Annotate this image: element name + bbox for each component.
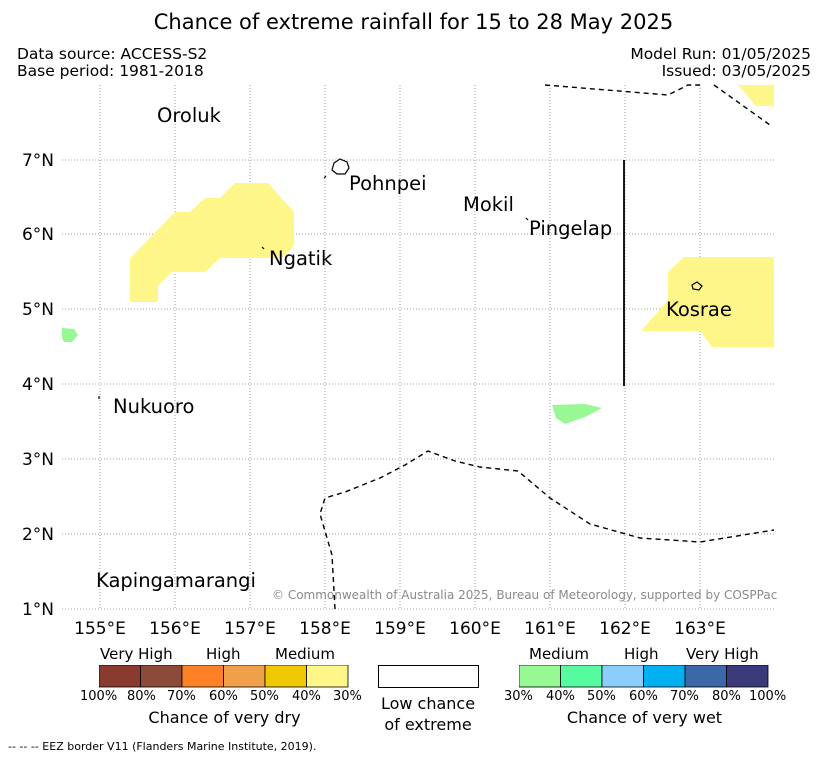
dry-swatch bbox=[140, 665, 183, 688]
lat-tick: 1°N bbox=[22, 600, 54, 620]
dry-swatch bbox=[99, 665, 141, 688]
grid-lines bbox=[62, 85, 774, 610]
low-chance-line1: Low chance bbox=[380, 694, 476, 713]
kosrae-island bbox=[691, 281, 703, 291]
place-kosrae: Kosrae bbox=[666, 298, 732, 321]
place-oroluk: Oroluk bbox=[157, 104, 222, 127]
dry-cat-very-high: Very High bbox=[100, 645, 173, 663]
lat-tick: 6°N bbox=[22, 225, 54, 245]
dry-cat-medium: Medium bbox=[275, 645, 335, 663]
island-outlines bbox=[98, 158, 703, 399]
lon-tick: 157°E bbox=[224, 619, 276, 639]
dry-tick: 70% bbox=[167, 689, 196, 704]
low-chance-swatch bbox=[378, 665, 479, 688]
wet-tick: 30% bbox=[504, 689, 533, 704]
wet-tick: 60% bbox=[629, 689, 658, 704]
wet-colorbar bbox=[519, 665, 769, 688]
wet-swatch bbox=[726, 665, 769, 688]
map-canvas: Oroluk Pohnpei Mokil Pingelap Ngatik Kos… bbox=[22, 84, 775, 639]
lon-tick: 162°E bbox=[599, 619, 651, 639]
lon-tick: 159°E bbox=[374, 619, 426, 639]
place-mokil: Mokil bbox=[463, 193, 514, 216]
data-source: Data source: ACCESS-S2 bbox=[17, 45, 208, 63]
wet-tick: 70% bbox=[670, 689, 699, 704]
lon-tick: 158°E bbox=[299, 619, 351, 639]
lon-tick: 160°E bbox=[449, 619, 501, 639]
dry-medium-regions bbox=[130, 85, 774, 347]
dry-tick: 60% bbox=[209, 689, 238, 704]
wet-swatch bbox=[560, 665, 603, 688]
lat-tick: 5°N bbox=[22, 300, 54, 320]
wet-cat-high: High bbox=[624, 645, 659, 663]
wet-swatch bbox=[643, 665, 686, 688]
wet-cat-medium: Medium bbox=[529, 645, 589, 663]
wet-tick: 80% bbox=[712, 689, 741, 704]
wet-swatch bbox=[601, 665, 644, 688]
place-kapingamarangi: Kapingamarangi bbox=[96, 569, 256, 592]
dry-cat-high: High bbox=[206, 645, 241, 663]
place-nukuoro: Nukuoro bbox=[113, 395, 194, 418]
place-pingelap: Pingelap bbox=[529, 217, 612, 240]
lon-tick: 161°E bbox=[524, 619, 576, 639]
base-period: Base period: 1981-2018 bbox=[17, 62, 204, 80]
copyright-notice: © Commonwealth of Australia 2025, Bureau… bbox=[272, 588, 778, 602]
lat-tick: 7°N bbox=[22, 151, 54, 171]
issued-date: Issued: 03/05/2025 bbox=[661, 62, 811, 80]
pohnpei-island bbox=[331, 158, 350, 175]
wet-swatch bbox=[684, 665, 727, 688]
lon-tick: 155°E bbox=[74, 619, 126, 639]
dry-swatch bbox=[306, 665, 349, 688]
dry-tick: 50% bbox=[250, 689, 279, 704]
wet-tick: 50% bbox=[587, 689, 616, 704]
wet-cat-very-high: Very High bbox=[686, 645, 759, 663]
wet-swatch bbox=[519, 665, 561, 688]
place-ngatik: Ngatik bbox=[269, 247, 333, 270]
wet-caption: Chance of very wet bbox=[566, 708, 723, 727]
lon-tick: 156°E bbox=[149, 619, 201, 639]
lat-tick: 4°N bbox=[22, 375, 54, 395]
low-chance-caption: Low chance of extreme bbox=[360, 693, 496, 735]
lon-tick: 163°E bbox=[674, 619, 726, 639]
meta-left: Data source: ACCESS-S2 Base period: 1981… bbox=[17, 46, 207, 80]
wet-medium-regions bbox=[62, 328, 602, 424]
wet-tick: 100% bbox=[749, 689, 787, 704]
dry-tick: 80% bbox=[127, 689, 156, 704]
dry-tick: 40% bbox=[292, 689, 321, 704]
eez-borders bbox=[319, 84, 775, 610]
map-title: Chance of extreme rainfall for 15 to 28 … bbox=[153, 10, 674, 34]
eez-footnote: -- -- -- EEZ border V11 (Flanders Marine… bbox=[8, 740, 317, 753]
dry-swatch bbox=[264, 665, 307, 688]
wet-tick: 40% bbox=[546, 689, 575, 704]
low-chance-line2: of extreme bbox=[384, 715, 472, 734]
dry-tick: 30% bbox=[333, 689, 362, 704]
dry-tick: 100% bbox=[80, 689, 118, 704]
meta-right: Model Run: 01/05/2025 Issued: 03/05/2025 bbox=[630, 46, 811, 80]
dry-swatch bbox=[181, 665, 224, 688]
model-run: Model Run: 01/05/2025 bbox=[630, 45, 811, 63]
lat-tick: 2°N bbox=[22, 525, 54, 545]
place-pohnpei: Pohnpei bbox=[349, 172, 427, 195]
dry-colorbar bbox=[99, 665, 349, 688]
dry-caption: Chance of very dry bbox=[148, 708, 301, 727]
dry-swatch bbox=[223, 665, 266, 688]
lat-tick: 3°N bbox=[22, 450, 54, 470]
